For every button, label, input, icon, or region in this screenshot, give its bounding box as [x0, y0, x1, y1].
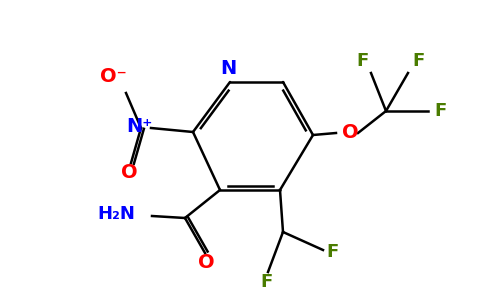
Text: O: O: [342, 124, 358, 142]
Text: F: F: [412, 52, 424, 70]
Text: F: F: [327, 243, 339, 261]
Text: O: O: [197, 254, 214, 272]
Text: F: F: [357, 52, 369, 70]
Text: F: F: [434, 102, 446, 120]
Text: F: F: [260, 273, 272, 291]
Text: O: O: [121, 164, 137, 182]
Text: N⁺: N⁺: [126, 116, 152, 136]
Text: N: N: [220, 58, 236, 77]
Text: H₂N: H₂N: [97, 205, 135, 223]
Text: O⁻: O⁻: [100, 67, 126, 85]
